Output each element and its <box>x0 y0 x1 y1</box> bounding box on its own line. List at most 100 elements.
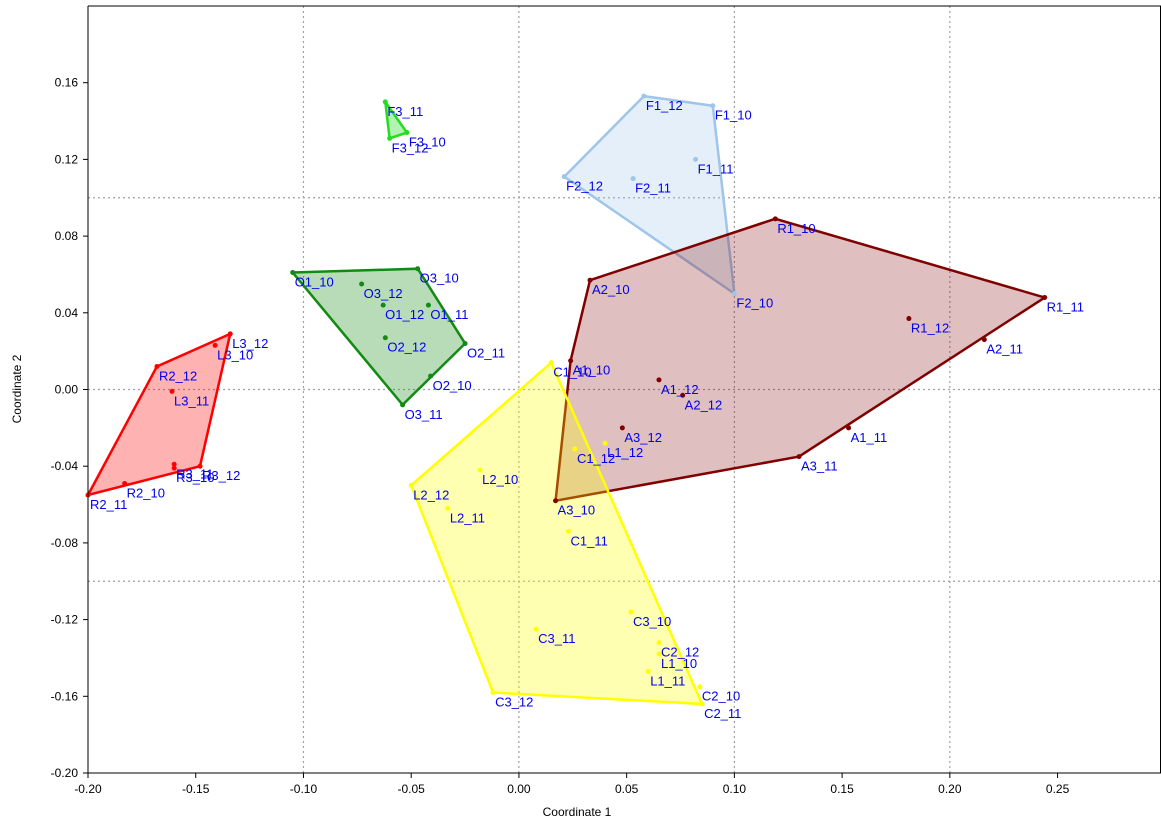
y-tick-label: 0.00 <box>55 383 79 397</box>
point-label: O1_10 <box>295 275 334 290</box>
x-tick-label: 0.10 <box>723 782 747 796</box>
point-label: L3_10 <box>217 347 253 362</box>
data-point <box>1042 294 1048 300</box>
point-label: F3_10 <box>409 135 446 150</box>
data-point <box>656 640 662 646</box>
data-point <box>699 701 705 707</box>
point-label: R3_10 <box>176 470 214 485</box>
point-label: F1_10 <box>715 108 752 123</box>
x-axis-title: Coordinate 1 <box>543 805 612 819</box>
point-label: C3_12 <box>495 694 533 709</box>
data-point <box>796 454 802 460</box>
data-point <box>568 358 574 364</box>
data-point <box>408 482 414 488</box>
point-label: F3_12 <box>392 140 429 155</box>
x-tick-label: 0.20 <box>938 782 962 796</box>
group-hulls <box>85 94 1048 706</box>
point-label: A1_10 <box>573 363 611 378</box>
point-label: O1_11 <box>430 307 468 322</box>
data-point <box>645 668 651 674</box>
point-label: A1_12 <box>661 382 699 397</box>
point-label: R3_12 <box>202 468 240 483</box>
y-tick-label: -0.12 <box>51 613 79 627</box>
data-point <box>171 465 177 471</box>
data-point <box>490 689 496 695</box>
data-point <box>462 340 468 346</box>
data-point <box>628 609 634 615</box>
point-label: C2_11 <box>704 706 741 721</box>
y-tick-label: -0.04 <box>51 459 79 473</box>
point-label: L2_11 <box>450 510 485 525</box>
grid-lines <box>88 6 1161 773</box>
y-tick-label: 0.08 <box>55 229 79 243</box>
point-label: O3_10 <box>420 271 459 286</box>
data-points <box>85 93 1048 707</box>
point-label: L3_11 <box>174 393 209 408</box>
point-label: F1_12 <box>646 98 683 113</box>
y-tick-label: 0.04 <box>55 306 79 320</box>
point-label: O2_12 <box>387 340 426 355</box>
point-label: L2_10 <box>482 472 518 487</box>
point-label: F2_11 <box>635 181 671 196</box>
point-label: A1_11 <box>851 430 888 445</box>
point-label: C3_11 <box>538 631 575 646</box>
x-tick-label: -0.10 <box>290 782 318 796</box>
point-label: F3_11 <box>387 104 423 119</box>
x-tick-label: 0.25 <box>1046 782 1070 796</box>
point-label: R1_11 <box>1047 299 1084 314</box>
data-point <box>731 291 737 297</box>
point-label: C1_12 <box>577 451 615 466</box>
y-tick-label: -0.08 <box>51 536 79 550</box>
data-point <box>587 277 593 283</box>
point-label: C2_12 <box>661 645 699 660</box>
data-point <box>169 388 175 394</box>
y-tick-label: 0.12 <box>55 152 79 166</box>
point-label: O3_11 <box>405 407 443 422</box>
point-label: R3_11 <box>176 466 213 481</box>
data-point <box>445 505 451 511</box>
data-point <box>154 363 160 369</box>
data-point <box>602 440 608 446</box>
data-point <box>846 425 852 431</box>
x-tick-label: 0.00 <box>507 782 531 796</box>
data-point <box>656 651 662 657</box>
data-point <box>404 130 410 136</box>
data-point <box>630 176 636 182</box>
y-axis-title: Coordinate 2 <box>10 354 24 423</box>
point-label: L1_10 <box>661 656 697 671</box>
point-label: R1_10 <box>777 221 815 236</box>
point-label: O3_12 <box>364 286 403 301</box>
point-label: C1_10 <box>553 365 591 380</box>
data-point <box>693 156 699 162</box>
data-point <box>212 342 218 348</box>
data-point <box>680 392 686 398</box>
data-point <box>415 266 421 272</box>
data-point <box>641 93 647 99</box>
x-tick-label: -0.05 <box>398 782 426 796</box>
point-label: A2_10 <box>592 282 630 297</box>
point-label: C2_10 <box>702 689 740 704</box>
point-label: O2_11 <box>467 345 505 360</box>
point-label: C3_10 <box>633 614 671 629</box>
point-label: C1_11 <box>570 533 607 548</box>
data-point <box>382 335 388 341</box>
data-point <box>572 446 578 452</box>
data-point <box>400 402 406 408</box>
point-label: F2_12 <box>566 179 603 194</box>
data-point <box>382 99 388 105</box>
point-label: A3_10 <box>558 503 596 518</box>
data-point <box>981 337 987 343</box>
data-point <box>428 373 434 379</box>
data-point <box>425 302 431 308</box>
data-point <box>359 281 365 287</box>
point-label: L2_12 <box>413 487 449 502</box>
point-label: O2_10 <box>433 378 472 393</box>
data-point <box>697 684 703 690</box>
data-point <box>619 425 625 431</box>
group-hull-2 <box>384 101 409 140</box>
x-tick-label: -0.20 <box>74 782 102 796</box>
point-label: O1_12 <box>385 307 424 322</box>
point-label: F1_11 <box>698 161 734 176</box>
point-label: A3_11 <box>801 459 838 474</box>
data-point <box>565 528 571 534</box>
